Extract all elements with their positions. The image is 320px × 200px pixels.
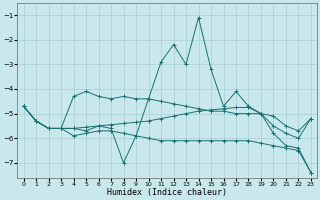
X-axis label: Humidex (Indice chaleur): Humidex (Indice chaleur)	[107, 188, 227, 197]
